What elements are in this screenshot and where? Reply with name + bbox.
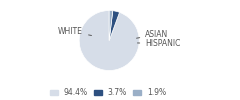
Text: WHITE: WHITE xyxy=(58,27,91,36)
Wedge shape xyxy=(109,10,113,40)
Text: HISPANIC: HISPANIC xyxy=(138,39,180,48)
Wedge shape xyxy=(79,10,139,70)
Text: ASIAN: ASIAN xyxy=(137,30,168,39)
Legend: 94.4%, 3.7%, 1.9%: 94.4%, 3.7%, 1.9% xyxy=(47,85,169,100)
Wedge shape xyxy=(109,11,120,40)
